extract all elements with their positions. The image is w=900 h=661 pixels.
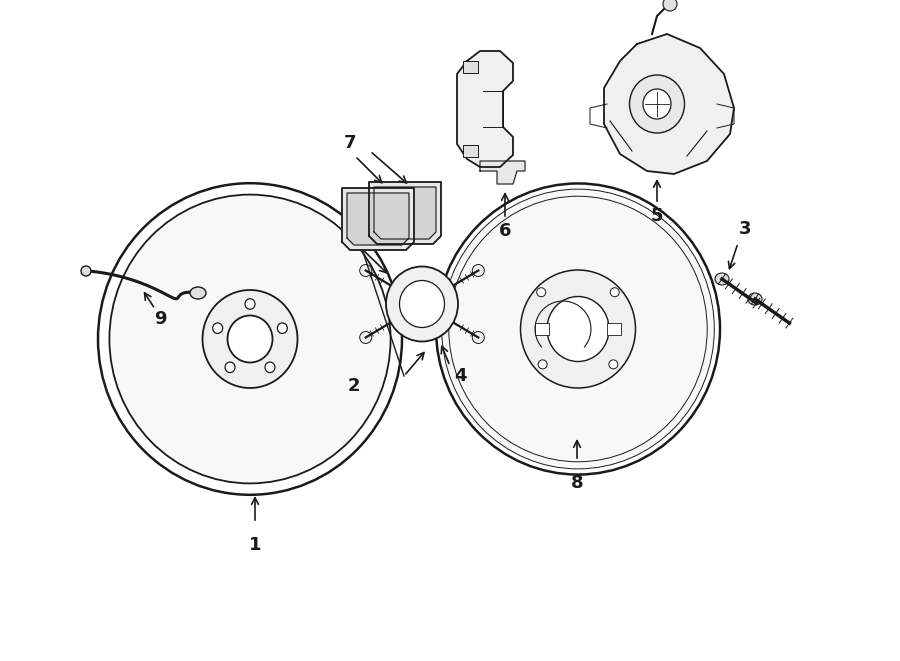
Ellipse shape — [400, 280, 445, 327]
Ellipse shape — [386, 266, 458, 342]
Ellipse shape — [190, 287, 206, 299]
Ellipse shape — [538, 360, 547, 369]
Text: 3: 3 — [739, 220, 752, 238]
Bar — [463, 61, 478, 73]
Ellipse shape — [245, 299, 255, 309]
Polygon shape — [369, 182, 441, 244]
Ellipse shape — [110, 194, 391, 483]
Polygon shape — [342, 188, 414, 250]
Ellipse shape — [81, 266, 91, 276]
Text: 8: 8 — [571, 474, 583, 492]
Polygon shape — [604, 34, 734, 174]
Ellipse shape — [536, 288, 545, 297]
Ellipse shape — [609, 360, 618, 369]
Text: 2: 2 — [347, 377, 360, 395]
Polygon shape — [347, 193, 409, 245]
Circle shape — [663, 0, 677, 11]
Polygon shape — [374, 187, 436, 239]
Circle shape — [360, 332, 372, 344]
Ellipse shape — [715, 273, 729, 285]
Text: 4: 4 — [454, 367, 466, 385]
Ellipse shape — [212, 323, 222, 333]
Ellipse shape — [610, 288, 619, 297]
Ellipse shape — [228, 315, 273, 362]
Polygon shape — [480, 161, 525, 184]
Ellipse shape — [265, 362, 275, 373]
Ellipse shape — [442, 189, 715, 469]
Ellipse shape — [202, 290, 298, 388]
Ellipse shape — [520, 270, 635, 388]
Ellipse shape — [629, 75, 685, 133]
Text: 1: 1 — [248, 536, 261, 554]
Polygon shape — [457, 51, 513, 167]
Ellipse shape — [277, 323, 287, 333]
Text: 7: 7 — [344, 134, 356, 152]
Bar — [535, 323, 549, 335]
Ellipse shape — [225, 362, 235, 373]
Bar — [463, 145, 478, 157]
Ellipse shape — [547, 297, 609, 362]
Circle shape — [472, 264, 484, 276]
Circle shape — [472, 332, 484, 344]
Ellipse shape — [643, 89, 671, 119]
Text: 6: 6 — [499, 222, 511, 240]
Circle shape — [360, 264, 372, 276]
Bar — [607, 323, 621, 335]
Text: 5: 5 — [651, 207, 663, 225]
Text: 9: 9 — [154, 310, 166, 328]
Ellipse shape — [748, 293, 762, 305]
